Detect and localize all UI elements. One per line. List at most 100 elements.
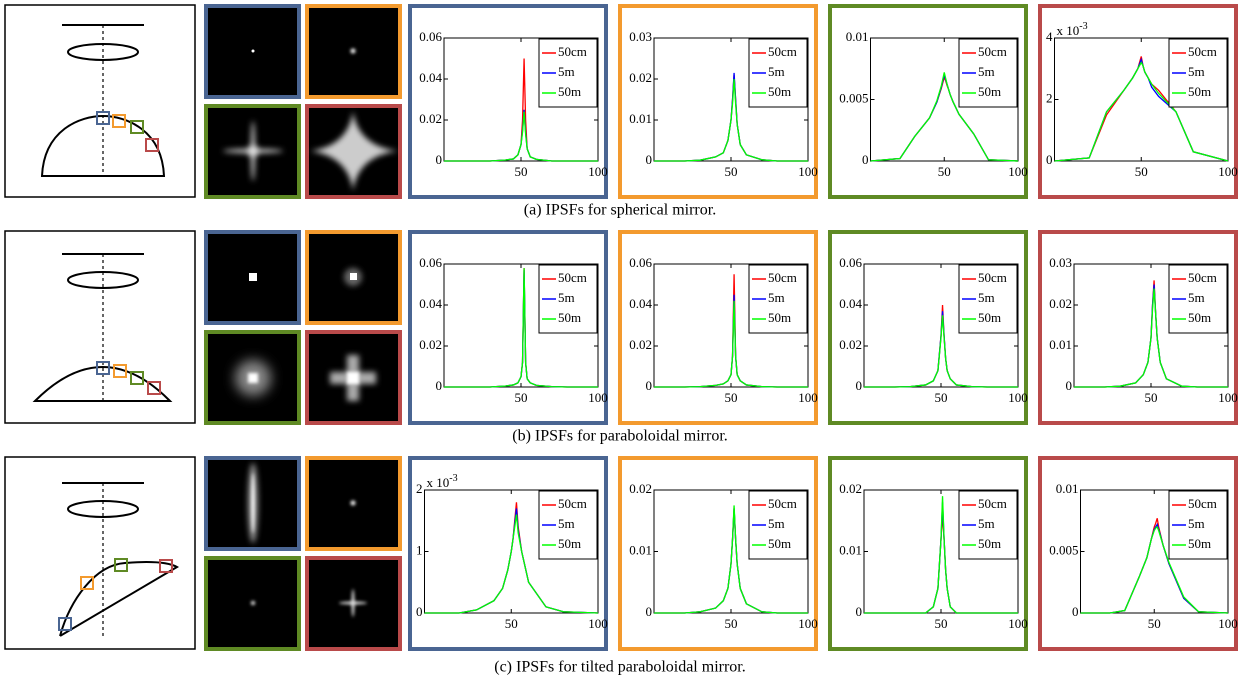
y-tick-label: 0.06 xyxy=(419,29,442,44)
caption: (b) IPSFs for paraboloidal mirror. xyxy=(512,428,728,445)
y-tick-label: 0 xyxy=(1046,152,1053,167)
x-tick-label: 50 xyxy=(938,164,951,179)
y-tick-label: 0.02 xyxy=(1049,296,1072,311)
y-tick-label: 0 xyxy=(436,152,443,167)
diagrams xyxy=(5,5,195,649)
psf-images xyxy=(206,6,400,649)
mirror xyxy=(60,562,177,636)
legend-label: 50m xyxy=(768,310,791,325)
x-tick-label: 50 xyxy=(515,164,528,179)
y-tick-label: 0 xyxy=(1072,604,1079,619)
x-tick-label: 50 xyxy=(935,390,948,405)
y-tick-label: 0.06 xyxy=(629,255,652,270)
legend-label: 5m xyxy=(1188,516,1205,531)
x-tick-label: 100 xyxy=(798,390,818,405)
y-tick-label: 0.04 xyxy=(419,296,442,311)
legend-label: 5m xyxy=(978,516,995,531)
legend-label: 5m xyxy=(768,516,785,531)
y-tick-label: 0.01 xyxy=(1056,481,1079,496)
legend-label: 50cm xyxy=(1188,44,1217,59)
y-tick-label: 0.04 xyxy=(419,70,442,85)
y-tick-label: 0.04 xyxy=(839,296,862,311)
legend-label: 50m xyxy=(558,310,581,325)
x-tick-label: 50 xyxy=(1145,390,1158,405)
y-tick-label: 0.01 xyxy=(846,29,869,44)
y-tick-label: 0 xyxy=(646,604,653,619)
y-tick-label: 0.01 xyxy=(1049,337,1072,352)
multiplier-exponent: -3 xyxy=(1079,21,1087,32)
legend-label: 50cm xyxy=(558,270,587,285)
legend-label: 50m xyxy=(1188,84,1211,99)
legend-label: 5m xyxy=(1188,290,1205,305)
caption: (a) IPSFs for spherical mirror. xyxy=(524,202,716,219)
x-tick-label: 100 xyxy=(1008,616,1028,631)
legend-label: 50m xyxy=(1188,536,1211,551)
legend-label: 50cm xyxy=(1188,270,1217,285)
y-tick-label: 0 xyxy=(646,152,653,167)
psf-spot xyxy=(252,50,255,53)
y-tick-label: 0.02 xyxy=(419,337,442,352)
x-tick-label: 50 xyxy=(1135,164,1148,179)
y-tick-label: 0.005 xyxy=(1049,542,1078,557)
y-tick-label: 0 xyxy=(416,604,423,619)
y-tick-label: 0 xyxy=(856,604,863,619)
x-tick-label: 50 xyxy=(515,390,528,405)
x-tick-label: 100 xyxy=(588,390,608,405)
legend-label: 50cm xyxy=(768,496,797,511)
x-tick-label: 50 xyxy=(725,164,738,179)
y-tick-label: 0.01 xyxy=(839,542,862,557)
diagram-box xyxy=(5,5,195,197)
psf-spot xyxy=(351,49,356,54)
y-tick-label: 0.005 xyxy=(839,90,868,105)
y-tick-label: 1 xyxy=(416,542,423,557)
y-tick-label: 0 xyxy=(862,152,869,167)
legend-label: 50m xyxy=(558,84,581,99)
x-tick-label: 100 xyxy=(588,164,608,179)
y-tick-label: 0.02 xyxy=(629,337,652,352)
legend-label: 50cm xyxy=(978,270,1007,285)
diagram-box xyxy=(5,231,195,423)
legend-label: 50cm xyxy=(768,270,797,285)
multiplier-exponent: -3 xyxy=(449,473,457,484)
legend-label: 50m xyxy=(978,84,1001,99)
y-tick-label: 0 xyxy=(436,378,443,393)
y-tick-label: 0 xyxy=(646,378,653,393)
x-tick-label: 100 xyxy=(798,616,818,631)
legend-label: 50cm xyxy=(558,44,587,59)
y-tick-label: 0.02 xyxy=(839,481,862,496)
x-tick-label: 50 xyxy=(725,616,738,631)
x-tick-label: 100 xyxy=(1008,390,1028,405)
x-tick-label: 50 xyxy=(1148,616,1161,631)
y-tick-label: 0.06 xyxy=(419,255,442,270)
y-tick-label: 0.02 xyxy=(419,111,442,126)
legend-label: 5m xyxy=(978,64,995,79)
legend-label: 50m xyxy=(978,536,1001,551)
x-tick-label: 100 xyxy=(1008,164,1028,179)
x-tick-label: 100 xyxy=(798,164,818,179)
x-tick-label: 100 xyxy=(588,616,608,631)
x-tick-label: 100 xyxy=(1218,390,1238,405)
legend-label: 50m xyxy=(978,310,1001,325)
y-tick-label: 0.03 xyxy=(629,29,652,44)
y-tick-label: 2 xyxy=(416,481,423,496)
y-tick-label: 0.02 xyxy=(629,70,652,85)
legend-label: 5m xyxy=(558,64,575,79)
y-tick-label: 0.01 xyxy=(629,111,652,126)
legend-label: 50cm xyxy=(978,496,1007,511)
x-tick-label: 50 xyxy=(725,390,738,405)
y-tick-label: 0 xyxy=(1066,378,1073,393)
x-tick-label: 100 xyxy=(1218,616,1238,631)
legend-label: 50cm xyxy=(1188,496,1217,511)
y-tick-label: 0.04 xyxy=(629,296,652,311)
x-tick-label: 50 xyxy=(505,616,518,631)
multiplier-base: x 10 xyxy=(427,475,450,490)
multiplier-base: x 10 xyxy=(1057,23,1080,38)
y-tick-label: 0.02 xyxy=(839,337,862,352)
y-tick-label: 4 xyxy=(1046,29,1053,44)
psf-spot xyxy=(249,273,257,281)
y-tick-label: 0 xyxy=(856,378,863,393)
legend-label: 5m xyxy=(978,290,995,305)
y-tick-label: 0.03 xyxy=(1049,255,1072,270)
diagram-box xyxy=(5,457,195,649)
legend-label: 50m xyxy=(558,536,581,551)
